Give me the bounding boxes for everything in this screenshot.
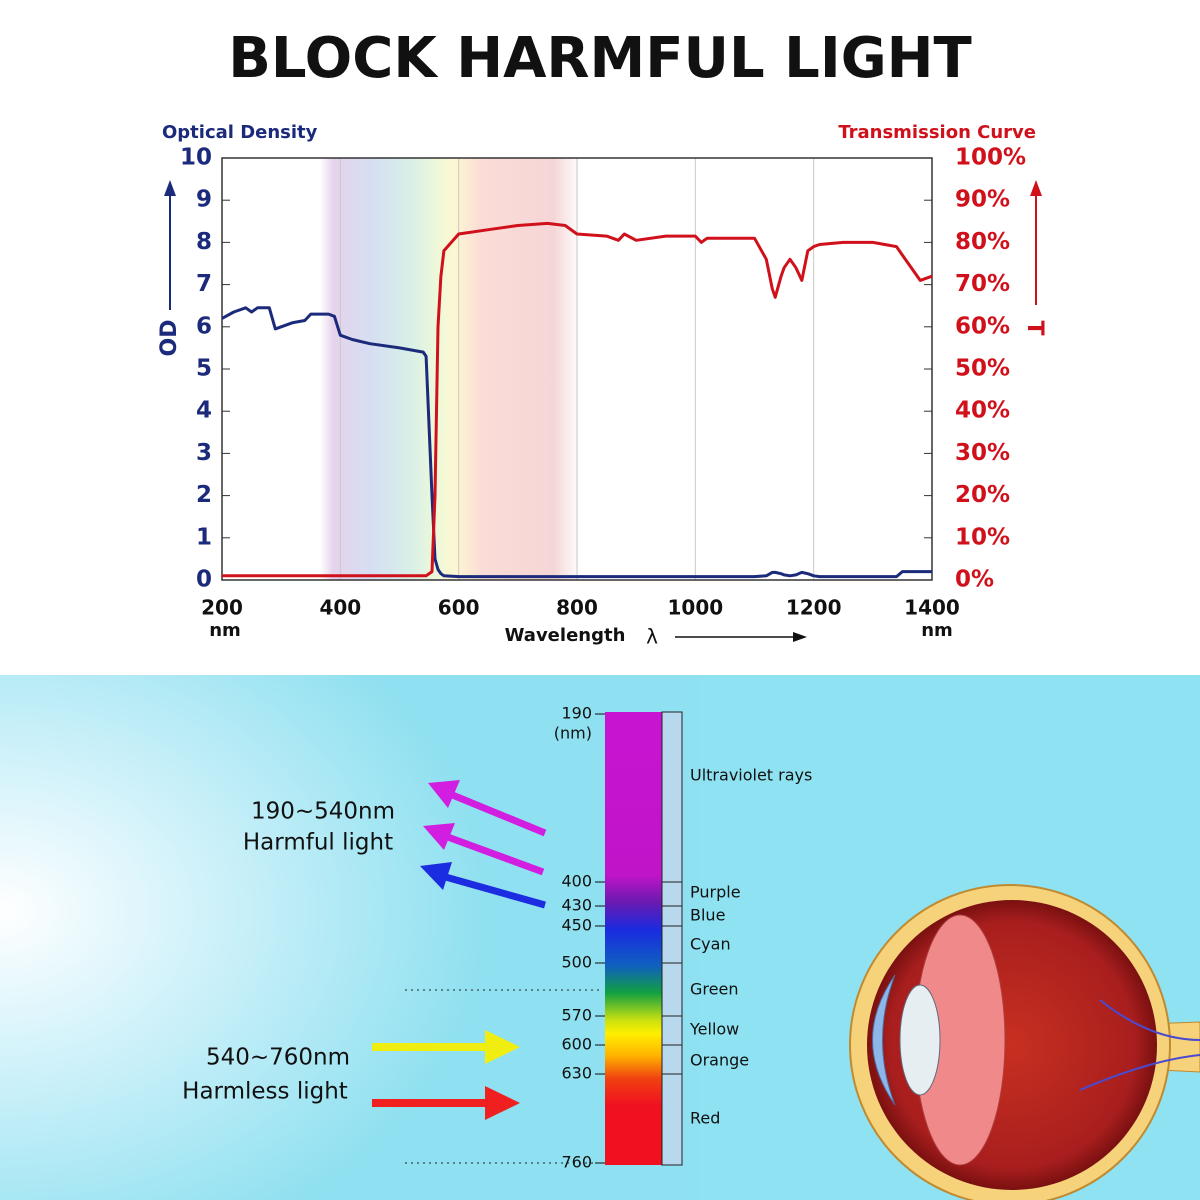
y2-tick-label: 40% xyxy=(955,398,1010,424)
arrow xyxy=(443,832,545,876)
x-tick-label: 200 xyxy=(201,596,243,620)
scale-label: (nm) xyxy=(554,724,592,743)
x-tick-label: 1200 xyxy=(786,596,842,620)
y2-tick-label: 80% xyxy=(955,229,1010,255)
band-label: Yellow xyxy=(689,1020,739,1039)
x-axis-symbol: λ xyxy=(646,625,658,649)
arrow-head xyxy=(428,780,460,808)
visible-spectrum-band xyxy=(320,158,580,580)
y2-tick-label: 10% xyxy=(955,524,1010,550)
arrow xyxy=(441,872,546,909)
y2-tick-label: 70% xyxy=(955,271,1010,297)
plot-frame xyxy=(221,157,933,581)
scale-label: 760 xyxy=(561,1153,592,1172)
y-tick-label: 4 xyxy=(196,398,212,424)
scale-label: 630 xyxy=(561,1064,592,1083)
arrow-head xyxy=(423,823,455,850)
y-tick-label: 2 xyxy=(196,482,212,508)
y2-tick-label: 0% xyxy=(955,567,994,593)
y2-tick-label: 20% xyxy=(955,482,1010,508)
arrows xyxy=(372,780,547,1120)
spectrum-colors xyxy=(605,712,662,1165)
x-tick-label: 800 xyxy=(556,596,598,620)
scale-label: 500 xyxy=(561,953,592,972)
y-tick-label: 5 xyxy=(196,356,212,382)
axis-arrow-head xyxy=(164,180,176,196)
eye-illustration xyxy=(849,884,1200,1200)
arrow xyxy=(448,790,547,837)
band-label: Cyan xyxy=(690,935,731,954)
scale-label: 570 xyxy=(561,1006,592,1025)
x-tick-label: 1400 xyxy=(904,596,960,620)
arrow-head xyxy=(485,1086,520,1120)
x-tick-label: 600 xyxy=(438,596,480,620)
group-range: 540~760nm xyxy=(206,1045,350,1071)
arrow-head xyxy=(420,862,452,890)
group-label: Harmful light xyxy=(243,830,393,856)
y-tick-label: 1 xyxy=(196,524,212,550)
light-rays xyxy=(0,675,700,1200)
y-tick-label: 9 xyxy=(196,187,212,213)
y-tick-label: 6 xyxy=(196,313,212,339)
y-tick-label: 8 xyxy=(196,229,212,255)
group-label: Harmless light xyxy=(182,1079,348,1105)
y2-axis-label: T xyxy=(1022,320,1047,335)
y2-tick-label: 60% xyxy=(955,313,1010,339)
y2-tick-label: 30% xyxy=(955,440,1010,466)
cornea xyxy=(872,974,896,1106)
band-label: Ultraviolet rays xyxy=(690,766,812,785)
spectrum-bar xyxy=(405,711,683,1166)
arrow-head xyxy=(485,1030,520,1064)
series-line xyxy=(221,306,932,579)
band-label: Green xyxy=(690,980,738,999)
x-unit: nm xyxy=(209,620,241,641)
group-range: 190~540nm xyxy=(251,799,395,825)
band-label: Purple xyxy=(690,883,741,902)
y-tick-label: 7 xyxy=(196,271,212,297)
title: BLOCK HARMFUL LIGHT xyxy=(228,26,971,91)
lens xyxy=(899,984,941,1096)
y2-tick-label: 90% xyxy=(955,187,1010,213)
scale-label: 450 xyxy=(561,916,592,935)
y2-tick-label: 50% xyxy=(955,356,1010,382)
y2-axis-title: Transmission Curve xyxy=(838,122,1036,143)
y-tick-label: 10 xyxy=(180,145,212,171)
scale-label: 190 xyxy=(561,704,592,723)
band-label: Orange xyxy=(690,1051,749,1070)
spectrum-strip xyxy=(661,711,683,1166)
x-tick-label: 1000 xyxy=(667,596,723,620)
y-axis-label: OD xyxy=(157,320,182,357)
x-axis-title: Wavelength xyxy=(505,625,626,646)
axis-arrow-head xyxy=(793,632,807,642)
scale-label: 400 xyxy=(561,872,592,891)
y-axis-title: Optical Density xyxy=(162,122,318,143)
scale-label: 600 xyxy=(561,1035,592,1054)
x-tick-label: 400 xyxy=(319,596,361,620)
y-tick-label: 0 xyxy=(196,567,212,593)
series-line xyxy=(222,221,933,578)
y2-tick-label: 100% xyxy=(955,145,1026,171)
scale-label: 430 xyxy=(561,896,592,915)
x-unit: nm xyxy=(921,620,953,641)
band-label: Blue xyxy=(690,906,725,925)
vessels xyxy=(1079,999,1200,1091)
y-tick-label: 3 xyxy=(196,440,212,466)
axis-arrow-head xyxy=(1030,180,1042,196)
band-label: Red xyxy=(690,1109,720,1128)
chart: 200 400 600 800 1000 1200 14000123456789100%10… xyxy=(157,122,1047,649)
